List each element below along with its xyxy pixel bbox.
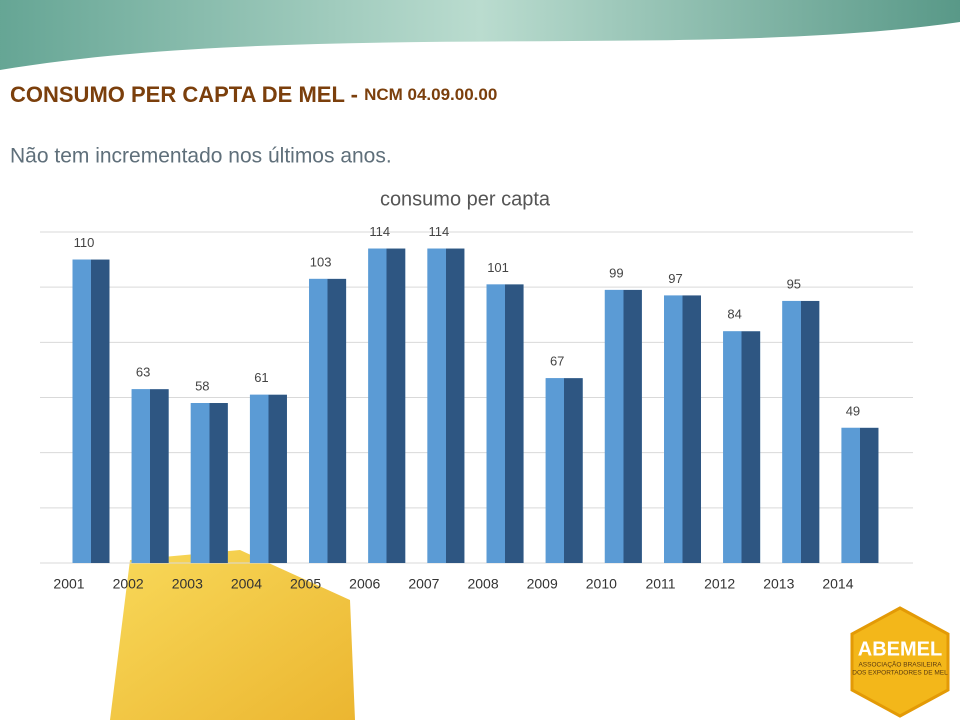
value-label: 67	[550, 354, 564, 369]
x-tick-label: 2002	[113, 576, 144, 592]
title-text: CONSUMO PER CAPTA DE MEL -	[10, 82, 364, 107]
x-tick-label: 2003	[172, 576, 203, 592]
value-label: 97	[668, 271, 682, 286]
x-tick-label: 2008	[467, 576, 498, 592]
value-label: 49	[846, 403, 860, 418]
bar	[604, 289, 642, 563]
bar	[190, 403, 228, 563]
bar	[368, 248, 406, 564]
subtitle: Não tem incrementado nos últimos anos.	[10, 145, 392, 168]
value-label: 101	[487, 260, 509, 275]
x-tick-label: 2009	[527, 576, 558, 592]
bar	[664, 295, 701, 563]
honeycomb	[110, 550, 355, 720]
bar	[131, 389, 169, 563]
chart-title: consumo per capta	[380, 188, 551, 210]
title-code: NCM 04.09.00.00	[364, 85, 497, 104]
bar	[782, 300, 820, 563]
value-label: 61	[254, 370, 268, 385]
bar	[841, 427, 879, 563]
logo-tagline: ASSOCIAÇÃO BRASILEIRA	[858, 660, 942, 669]
logo-hex	[850, 606, 950, 718]
logo: ABEMEL ASSOCIAÇÃO BRASILEIRA DOS EXPORTA…	[850, 606, 950, 718]
value-label: 63	[136, 365, 150, 380]
value-label: 95	[787, 276, 801, 291]
bar	[72, 259, 110, 563]
x-tick-label: 2004	[231, 576, 262, 592]
value-label: 110	[74, 235, 95, 250]
logo-tagline: DOS EXPORTADORES DE MEL	[852, 670, 948, 677]
value-label: 84	[727, 307, 741, 322]
bar	[723, 331, 761, 563]
x-tick-label: 2006	[349, 576, 380, 592]
value-label: 58	[195, 378, 209, 393]
top-band	[0, 0, 960, 70]
bar	[309, 278, 347, 563]
logo-name: ABEMEL	[858, 638, 942, 660]
bar	[545, 378, 583, 563]
x-tick-label: 2001	[53, 576, 84, 592]
x-tick-label: 2013	[763, 576, 794, 592]
bar	[249, 394, 287, 563]
value-label: 114	[369, 224, 390, 239]
value-label: 114	[429, 224, 450, 239]
x-tick-label: 2011	[645, 576, 675, 592]
bar	[427, 248, 465, 564]
value-label: 99	[609, 265, 623, 280]
value-label: 103	[310, 254, 332, 269]
slide-title: CONSUMO PER CAPTA DE MEL - NCM 04.09.00.…	[10, 82, 497, 107]
x-tick-label: 2010	[586, 576, 617, 592]
x-tick-label: 2012	[704, 576, 735, 592]
x-tick-label: 2014	[822, 576, 853, 592]
bar	[486, 284, 524, 563]
x-tick-label: 2005	[290, 576, 321, 592]
x-tick-label: 2007	[408, 576, 439, 592]
